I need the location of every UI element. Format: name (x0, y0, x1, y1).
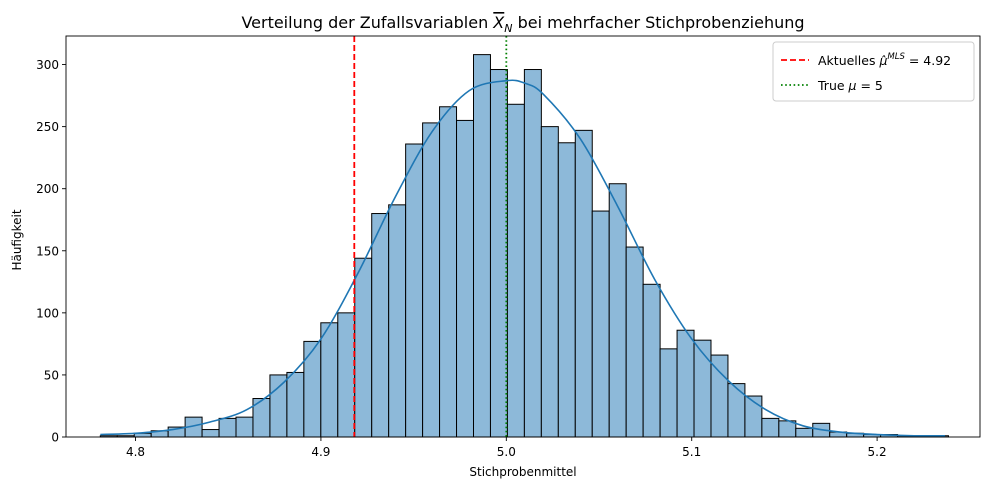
histogram-bar (506, 103, 525, 438)
x-axis: 4.8 4.9 5.0 5.1 5.2 (126, 437, 887, 459)
histogram-bar (422, 122, 441, 438)
y-tick-label: 100 (36, 306, 59, 320)
x-tick-label: 5.0 (497, 445, 516, 459)
histogram-bar (642, 283, 661, 438)
histogram-bar (472, 54, 491, 438)
histogram-bar (388, 204, 407, 438)
histogram-bar (286, 371, 305, 438)
histogram-bar (218, 417, 237, 438)
reference-lines (353, 36, 508, 437)
histogram-bar (574, 129, 593, 438)
histogram-bar (337, 312, 356, 438)
y-tick-label: 300 (36, 58, 59, 72)
histogram-bar (354, 257, 373, 438)
histogram-bar (439, 106, 458, 438)
histogram-bar (201, 429, 220, 438)
histogram-bar (235, 416, 254, 438)
histogram-bar (693, 339, 712, 438)
x-tick-label: 4.9 (311, 445, 330, 459)
legend-label-current-mle: Aktuelles μ̂MLS = 4.92 (818, 52, 951, 68)
kde-curve (100, 79, 945, 437)
x-tick-label: 5.2 (868, 445, 887, 459)
histogram-bar (761, 417, 780, 438)
histogram-bar (795, 427, 814, 438)
histogram-bars (99, 54, 949, 438)
histogram-bar (405, 143, 424, 438)
histogram-bar (456, 119, 474, 438)
y-tick-label: 250 (36, 120, 59, 134)
y-axis: 0 50 100 150 200 250 300 (36, 58, 66, 445)
histogram-bar (608, 183, 627, 438)
histogram-bar (710, 354, 729, 438)
histogram-bar (540, 126, 559, 438)
y-tick-label: 50 (44, 368, 59, 382)
histogram-bar (676, 329, 695, 438)
y-tick-label: 150 (36, 244, 59, 258)
histogram-bar (320, 322, 339, 438)
x-tick-label: 5.1 (682, 445, 701, 459)
histogram-bar (523, 69, 542, 438)
histogram-bar (625, 246, 644, 438)
histogram-bar (303, 340, 322, 438)
legend-label-true-mu: True μ = 5 (817, 78, 883, 93)
y-axis-label: Häufigkeit (10, 209, 24, 270)
y-tick-label: 200 (36, 182, 59, 196)
histogram-bar (727, 383, 746, 438)
legend-box (772, 41, 975, 102)
x-axis-label: Stichprobenmittel (469, 465, 576, 479)
histogram-bar (591, 210, 610, 438)
histogram-bar (371, 213, 390, 438)
x-tick-label: 4.8 (126, 445, 145, 459)
histogram-bar (557, 142, 576, 438)
histogram-bar (269, 374, 288, 438)
chart-title: Verteilung der Zufallsvariablen XN bei m… (241, 13, 804, 35)
legend: Aktuelles μ̂MLS = 4.92 True μ = 5 (772, 41, 975, 102)
histogram-bar (489, 69, 508, 438)
y-tick-label: 0 (51, 431, 59, 445)
plot-frame (65, 35, 981, 438)
histogram-bar (659, 348, 678, 438)
